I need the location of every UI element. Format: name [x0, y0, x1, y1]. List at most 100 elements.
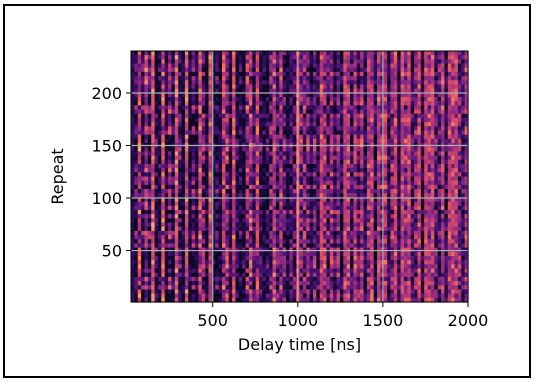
- heatmap-cell: [339, 59, 344, 65]
- heatmap-cell: [356, 209, 361, 215]
- heatmap-cell: [323, 80, 328, 86]
- heatmap-cell: [417, 130, 422, 136]
- heatmap-cell: [245, 51, 250, 56]
- heatmap-cell: [393, 101, 398, 106]
- heatmap-cell: [387, 126, 392, 132]
- heatmap-cell: [171, 101, 176, 106]
- heatmap-cell: [353, 222, 358, 228]
- heatmap-cell: [272, 113, 277, 119]
- heatmap-cell: [259, 55, 264, 60]
- heatmap-cell: [161, 97, 166, 102]
- heatmap-cell: [245, 101, 250, 106]
- heatmap-cell: [299, 51, 304, 56]
- heatmap-cell: [430, 218, 435, 224]
- heatmap-cell: [464, 84, 469, 90]
- heatmap-cell: [461, 130, 466, 136]
- heatmap-cell: [350, 97, 355, 102]
- heatmap-cell: [430, 251, 435, 257]
- heatmap-cell: [373, 138, 378, 144]
- heatmap-cell: [316, 172, 321, 178]
- heatmap-cell: [339, 184, 344, 190]
- heatmap-cell: [137, 235, 142, 240]
- heatmap-cell: [451, 151, 456, 157]
- heatmap-cell: [444, 97, 449, 102]
- heatmap-cell: [430, 168, 435, 173]
- heatmap-cell: [221, 168, 226, 173]
- heatmap-cell: [211, 67, 216, 73]
- heatmap-cell: [164, 67, 169, 73]
- heatmap-cell: [286, 122, 290, 127]
- heatmap-cell: [302, 117, 307, 123]
- heatmap-cell: [235, 71, 240, 77]
- heatmap-cell: [188, 113, 193, 119]
- heatmap-cell: [137, 230, 142, 236]
- heatmap-cell: [410, 255, 415, 261]
- heatmap-cell: [215, 163, 220, 169]
- heatmap-cell: [393, 218, 398, 224]
- heatmap-cell: [272, 189, 277, 194]
- heatmap-cell: [208, 51, 213, 56]
- heatmap-cell: [420, 230, 425, 236]
- heatmap-cell: [178, 239, 183, 245]
- heatmap-cell: [171, 55, 176, 60]
- heatmap-cell: [437, 255, 442, 261]
- heatmap-cell: [393, 63, 398, 69]
- heatmap-cell: [397, 197, 402, 203]
- heatmap-cell: [366, 201, 371, 207]
- heatmap-cell: [147, 251, 152, 257]
- heatmap-cell: [265, 155, 270, 161]
- heatmap-cell: [461, 243, 466, 249]
- heatmap-cell: [164, 122, 169, 127]
- heatmap-cell: [373, 255, 378, 261]
- heatmap-cell: [319, 84, 324, 90]
- heatmap-cell: [414, 209, 419, 215]
- heatmap-cell: [417, 209, 422, 215]
- heatmap-cell: [131, 214, 135, 219]
- heatmap-cell: [316, 117, 321, 123]
- heatmap-cell: [181, 51, 186, 56]
- heatmap-cell: [333, 71, 338, 77]
- heatmap-cell: [171, 255, 176, 261]
- heatmap-cell: [195, 251, 199, 257]
- heatmap-cell: [235, 84, 240, 90]
- heatmap-cell: [275, 109, 280, 115]
- heatmap-cell: [201, 255, 206, 261]
- heatmap-cell: [316, 193, 321, 199]
- heatmap-cell: [178, 243, 183, 249]
- heatmap-cell: [427, 122, 432, 127]
- heatmap-cell: [218, 243, 223, 249]
- heatmap-cell: [151, 151, 156, 157]
- heatmap-cell: [319, 230, 324, 236]
- heatmap-cell: [366, 134, 371, 140]
- heatmap-cell: [238, 122, 243, 127]
- heatmap-cell: [238, 92, 243, 98]
- heatmap-cell: [134, 180, 139, 186]
- heatmap-cell: [390, 230, 395, 236]
- heatmap-cell: [174, 92, 179, 98]
- heatmap-cell: [427, 197, 432, 203]
- heatmap-cell: [141, 76, 146, 81]
- heatmap-cell: [387, 109, 392, 115]
- heatmap-cell: [221, 176, 226, 182]
- heatmap-cell: [326, 126, 331, 132]
- heatmap-cell: [393, 92, 398, 98]
- heatmap-cell: [420, 255, 425, 261]
- heatmap-cell: [441, 63, 446, 69]
- heatmap-cell: [238, 209, 243, 215]
- heatmap-cell: [370, 201, 375, 207]
- heatmap-cell: [333, 201, 338, 207]
- heatmap-cell: [343, 155, 348, 161]
- heatmap-cell: [306, 230, 311, 236]
- heatmap-cell: [339, 147, 344, 152]
- heatmap-cell: [164, 109, 169, 115]
- heatmap-cell: [366, 172, 371, 178]
- heatmap-cell: [430, 134, 435, 140]
- heatmap-cell: [178, 193, 183, 199]
- heatmap-cell: [279, 222, 284, 228]
- heatmap-cell: [420, 159, 425, 165]
- heatmap-cell: [319, 218, 324, 224]
- heatmap-cell: [269, 159, 274, 165]
- heatmap-cell: [198, 214, 203, 219]
- heatmap-cell: [457, 97, 462, 102]
- heatmap-cell: [312, 155, 317, 161]
